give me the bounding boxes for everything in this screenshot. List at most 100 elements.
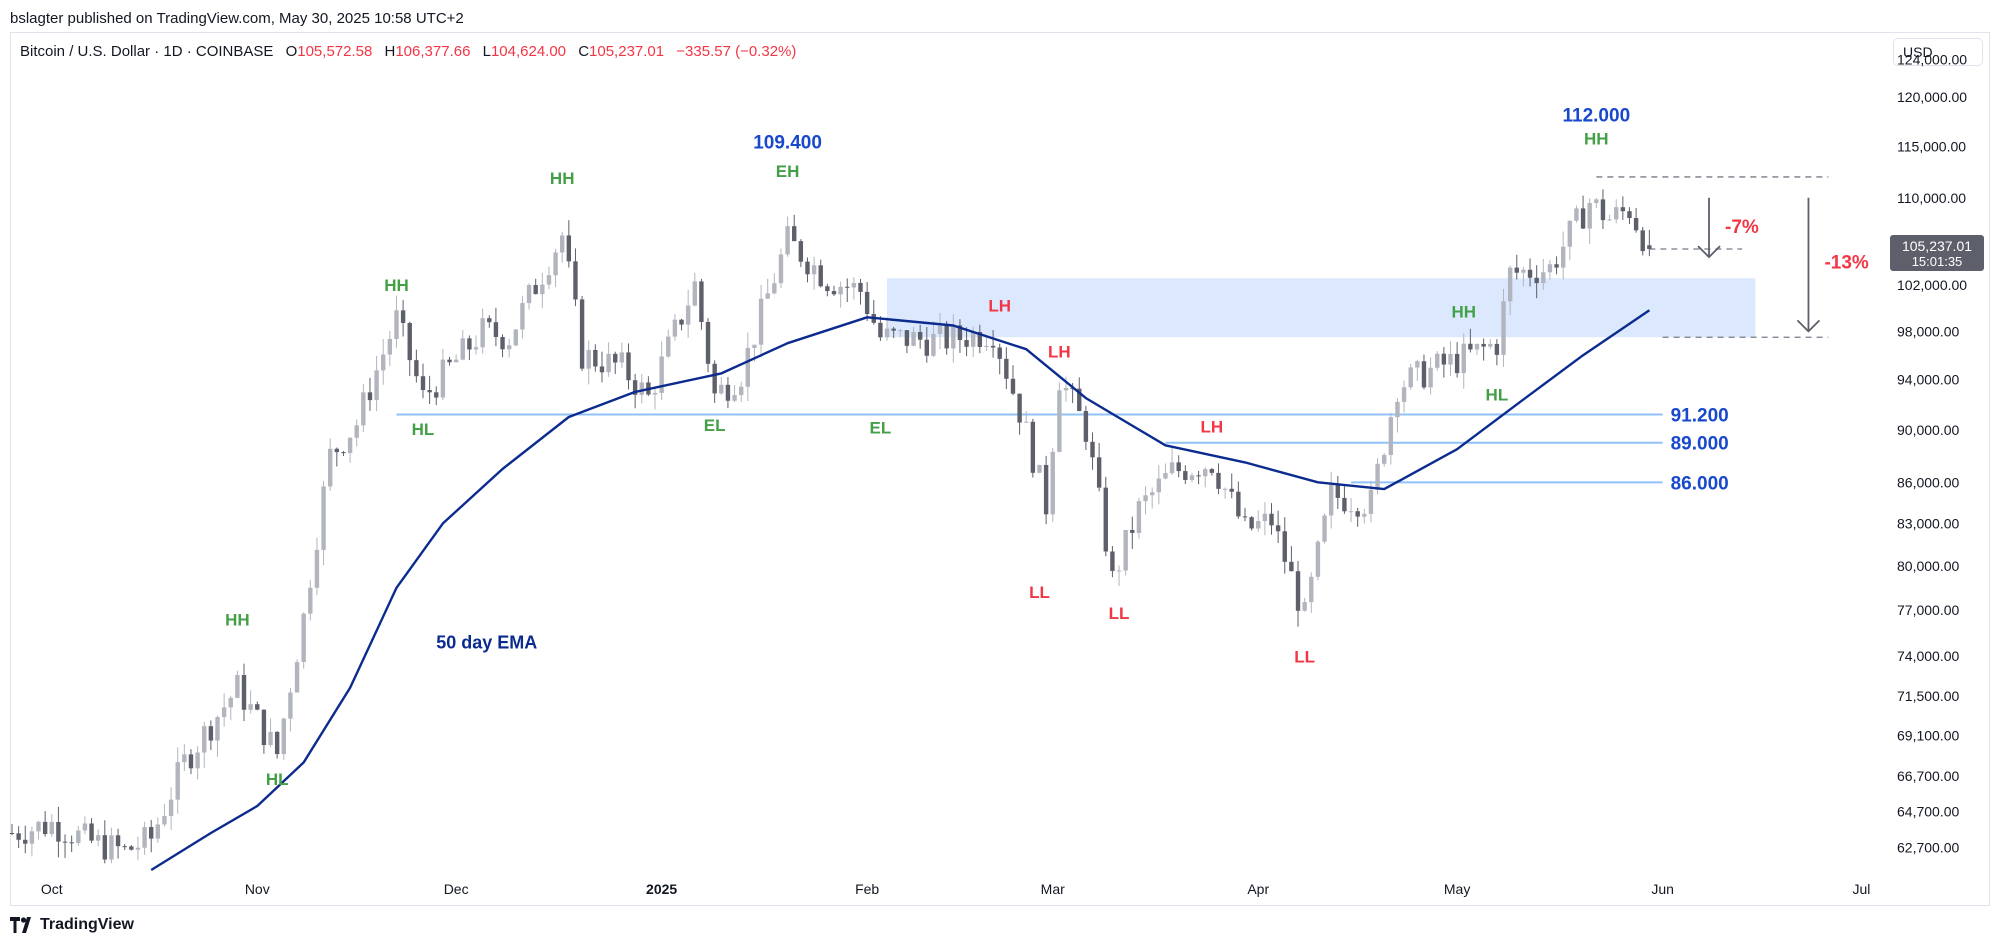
candle-body [1169, 462, 1175, 474]
candle-body [308, 587, 313, 614]
candle-body [288, 692, 293, 719]
candle-body [1607, 219, 1612, 221]
drawdown-arrowhead [1697, 245, 1721, 259]
peak-price-label: 112.000 [1563, 106, 1631, 127]
candle-body [1600, 199, 1606, 221]
candle-body [586, 349, 591, 369]
candle-body [248, 704, 253, 710]
candle-body [1647, 245, 1652, 249]
close-value: 105,237.01 [589, 43, 665, 60]
tradingview-logo[interactable]: TradingView [10, 916, 134, 934]
candle-body [9, 833, 15, 835]
candle-body [1236, 491, 1241, 517]
candle-body [1216, 472, 1221, 489]
candle-body [1507, 267, 1513, 302]
candle-body [1468, 343, 1473, 350]
candle-body [805, 261, 810, 275]
y-axis-tick-label: 71,500.00 [1897, 688, 1959, 704]
candle-body [619, 352, 625, 363]
candle-body [115, 835, 121, 847]
candle-body [513, 329, 519, 346]
candle-body [964, 340, 969, 347]
candle-body [553, 252, 558, 276]
symbol-name[interactable]: Bitcoin / U.S. Dollar · 1D · COINBASE [20, 43, 274, 60]
candle-body [493, 322, 499, 337]
candle-body [1441, 353, 1447, 365]
candle-body [82, 823, 88, 831]
candle-body [188, 754, 194, 769]
candle-body [712, 363, 717, 394]
swing-label: HL [266, 770, 289, 789]
candle-body [1037, 464, 1042, 473]
candle-body [937, 325, 943, 334]
candle-body [341, 452, 346, 454]
candle-body [440, 359, 446, 398]
candle-body [228, 697, 233, 708]
candle-body [917, 331, 923, 340]
swing-label: LH [1048, 343, 1071, 362]
candle-body [255, 704, 260, 710]
currency-button[interactable]: USD [1893, 38, 1983, 66]
candle-body [1521, 269, 1526, 273]
candle-body [301, 613, 306, 663]
candle-body [898, 330, 903, 332]
candle-body [1289, 561, 1294, 572]
candle-body [971, 331, 976, 347]
y-axis-tick-label: 64,700.00 [1897, 803, 1959, 819]
candle-body [772, 283, 777, 294]
candle-body [89, 823, 94, 841]
candle-body [1620, 207, 1626, 212]
candle-body [149, 827, 154, 839]
y-axis-tick-label: 110,000.00 [1897, 190, 1966, 206]
candle-body [758, 298, 764, 345]
swing-label: HL [1486, 386, 1509, 405]
candle-body [460, 338, 465, 360]
candle-body [520, 303, 525, 330]
candle-body [122, 846, 127, 848]
candle-body [1249, 517, 1254, 529]
resistance-zone [887, 278, 1756, 338]
candle-body [42, 821, 48, 835]
candle-body [1183, 471, 1188, 480]
candle-body [142, 827, 147, 848]
candle-body [1454, 353, 1460, 374]
candle-body [566, 235, 572, 262]
candle-body [613, 353, 618, 363]
change-value: −335.57 (−0.32%) [676, 43, 797, 60]
y-axis-tick-label: 120,000.00 [1897, 89, 1967, 105]
candle-body [924, 339, 929, 356]
swing-label: LL [1109, 604, 1130, 623]
current-price-value: 105,237.01 [1902, 238, 1972, 254]
candle-body [606, 353, 611, 373]
candle-body [1381, 454, 1387, 464]
candle-body [1627, 211, 1632, 219]
candle-body [573, 261, 578, 300]
x-axis-tick-label: Oct [41, 881, 63, 897]
bar-countdown: 15:01:35 [1912, 254, 1963, 269]
candle-body [944, 325, 949, 349]
candle-body [984, 345, 989, 347]
candle-body [202, 726, 207, 753]
candle-body [235, 675, 240, 698]
candle-body [381, 354, 386, 371]
ema-label: 50 day EMA [436, 632, 537, 652]
candle-body [182, 754, 187, 763]
candle-body [725, 384, 731, 401]
x-axis-tick-label: Mar [1041, 881, 1065, 897]
candle-body [261, 709, 267, 746]
candle-body [1123, 530, 1128, 571]
candle-body [997, 347, 1002, 359]
candle-body [811, 265, 817, 275]
low-value: 104,624.00 [490, 43, 567, 60]
candle-body [825, 286, 830, 292]
candle-body [931, 333, 936, 356]
candle-body [400, 310, 406, 323]
candle-body [1269, 513, 1274, 526]
candle-body [69, 842, 74, 844]
candle-body [1474, 343, 1480, 350]
y-axis-tick-label: 90,000.00 [1897, 422, 1959, 438]
candle-body [1004, 358, 1009, 379]
candle-body [1302, 602, 1307, 611]
candle-body [1415, 361, 1420, 368]
